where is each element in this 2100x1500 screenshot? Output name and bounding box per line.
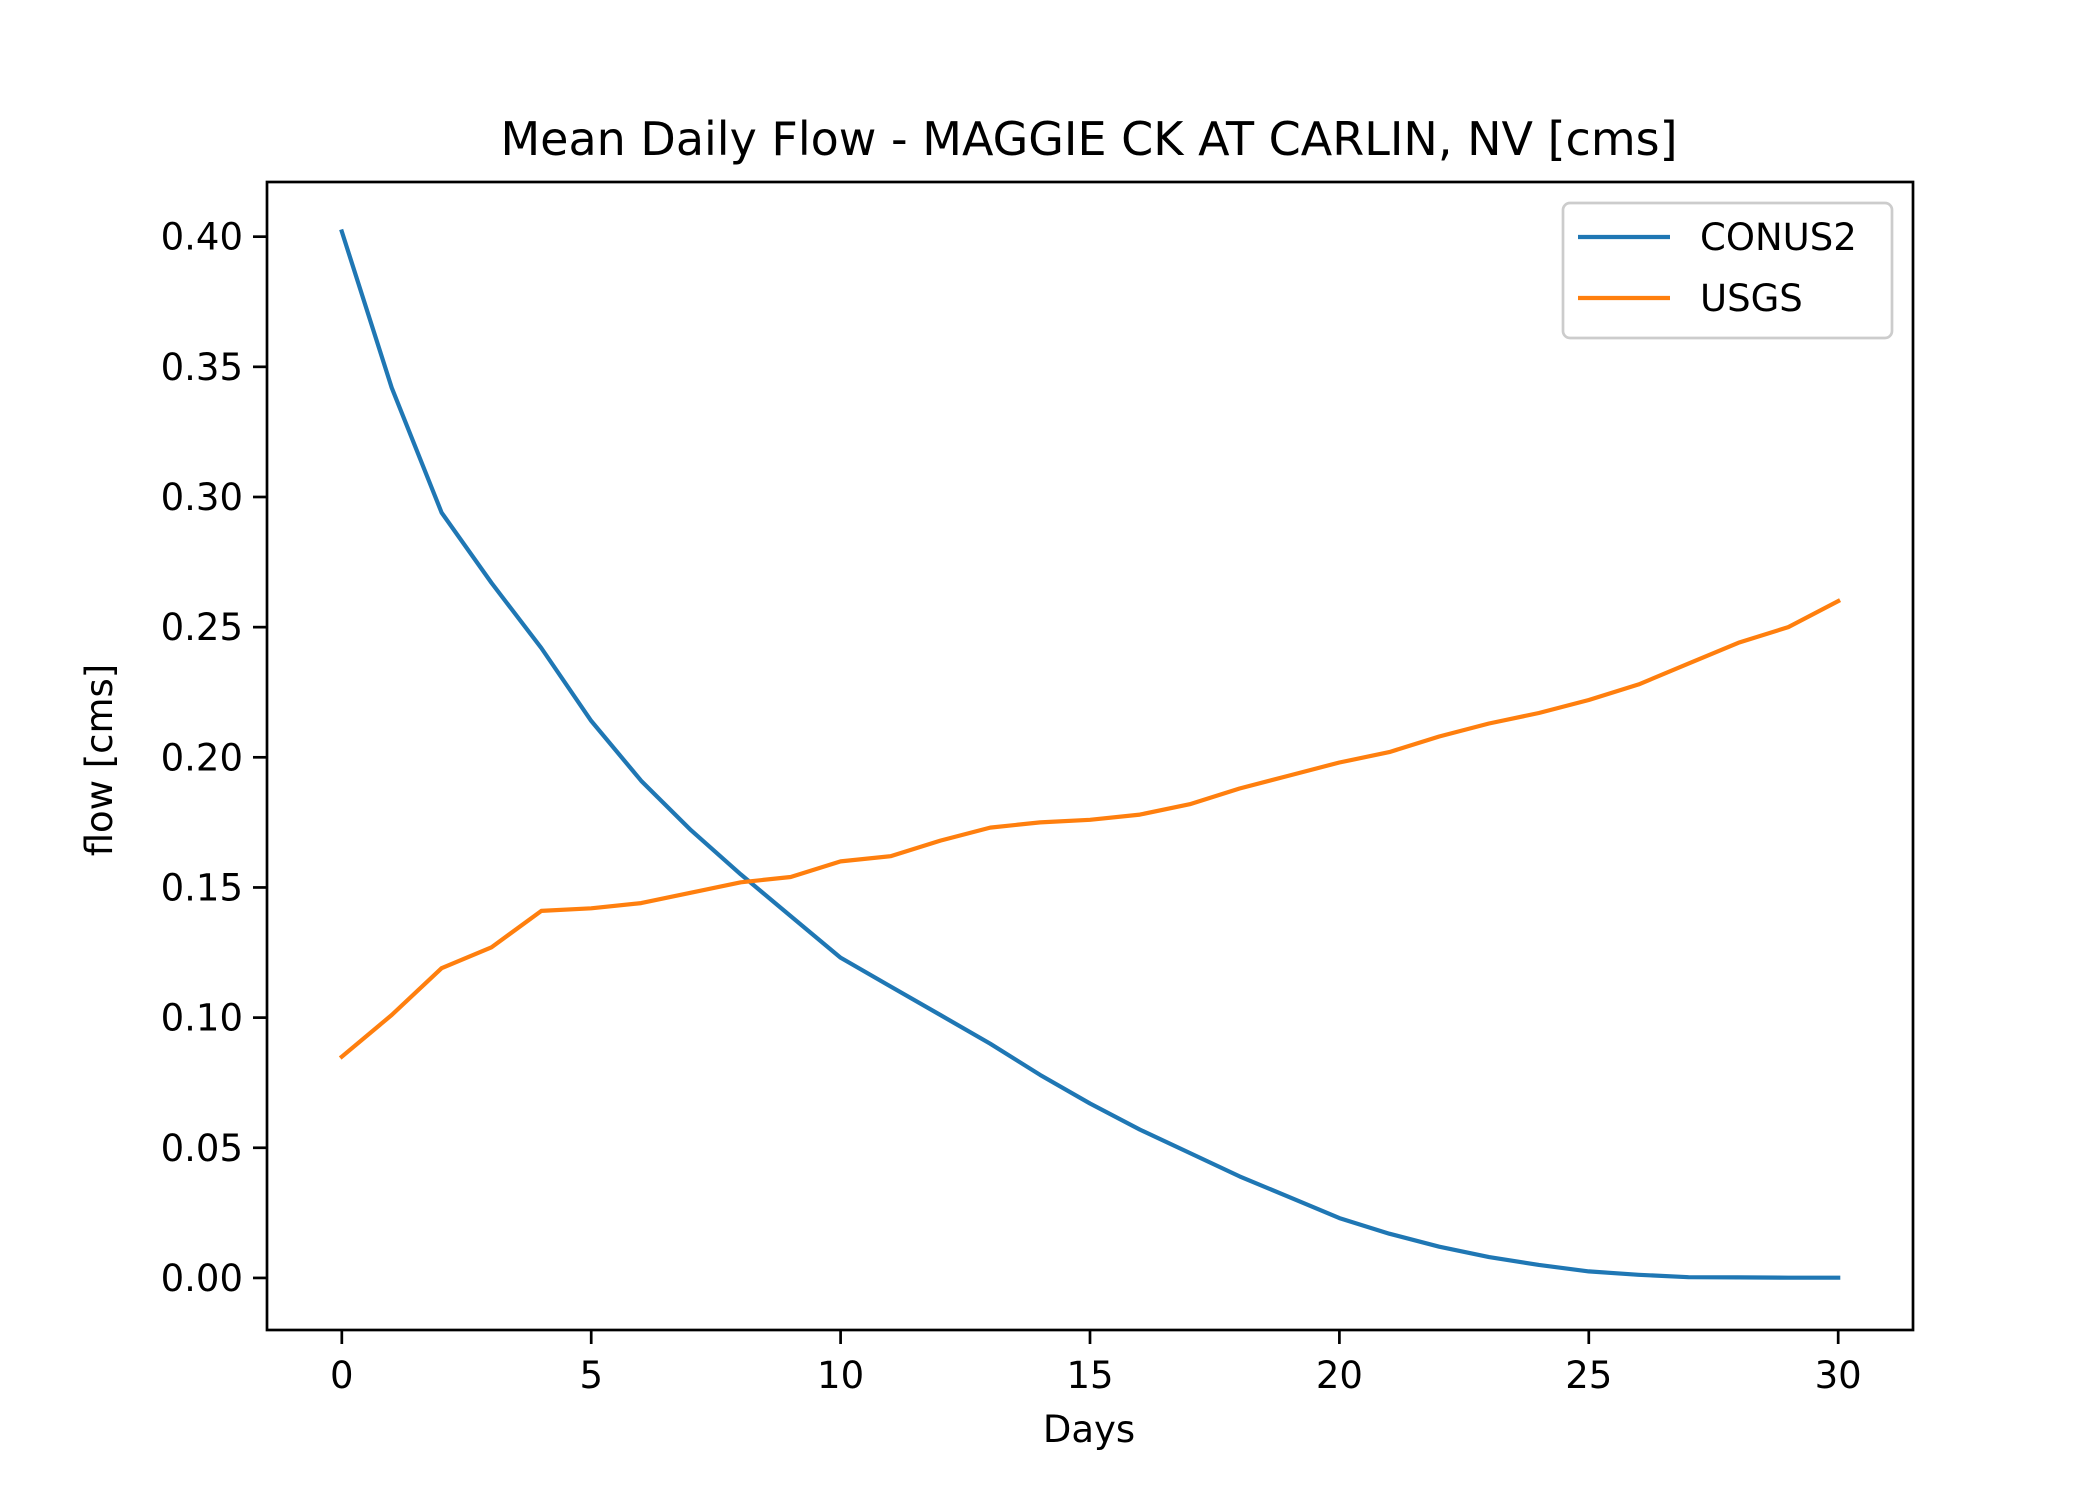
y-axis-ticks: 0.00 0.05 0.10 0.15 0.20 0.25 0.30 0.35 0.40 — [161, 216, 267, 1300]
y-tick-label: 0.30 — [161, 476, 243, 519]
y-axis-label: flow [cms] — [78, 664, 121, 857]
x-tick-label: 15 — [1066, 1354, 1113, 1397]
x-tick-label: 0 — [330, 1354, 354, 1397]
x-tick-label: 30 — [1815, 1354, 1862, 1397]
x-axis-ticks: 0 5 10 15 20 25 30 — [330, 1330, 1862, 1397]
y-tick-label: 0.20 — [161, 736, 243, 779]
y-tick-label: 0.35 — [161, 346, 243, 389]
y-tick-label: 0.15 — [161, 866, 243, 909]
x-tick-label: 5 — [579, 1354, 603, 1397]
y-tick-label: 0.05 — [161, 1127, 243, 1170]
series-line-usgs — [338, 598, 1842, 1060]
y-tick-label: 0.40 — [161, 216, 243, 259]
legend-label-usgs: USGS — [1700, 277, 1803, 320]
series-layer — [338, 228, 1842, 1280]
y-tick-label: 0.00 — [161, 1257, 243, 1300]
x-tick-label: 10 — [817, 1354, 864, 1397]
x-tick-label: 25 — [1565, 1354, 1612, 1397]
x-tick-label: 20 — [1316, 1354, 1363, 1397]
legend: CONUS2 USGS — [1561, 201, 1894, 340]
chart-title: Mean Daily Flow - MAGGIE CK AT CARLIN, N… — [500, 112, 1677, 166]
series-line-conus2 — [339, 228, 1841, 1280]
y-tick-label: 0.25 — [161, 606, 243, 649]
x-axis-label: Days — [1043, 1408, 1135, 1451]
y-tick-label: 0.10 — [161, 997, 243, 1040]
legend-label-conus2: CONUS2 — [1700, 216, 1857, 259]
